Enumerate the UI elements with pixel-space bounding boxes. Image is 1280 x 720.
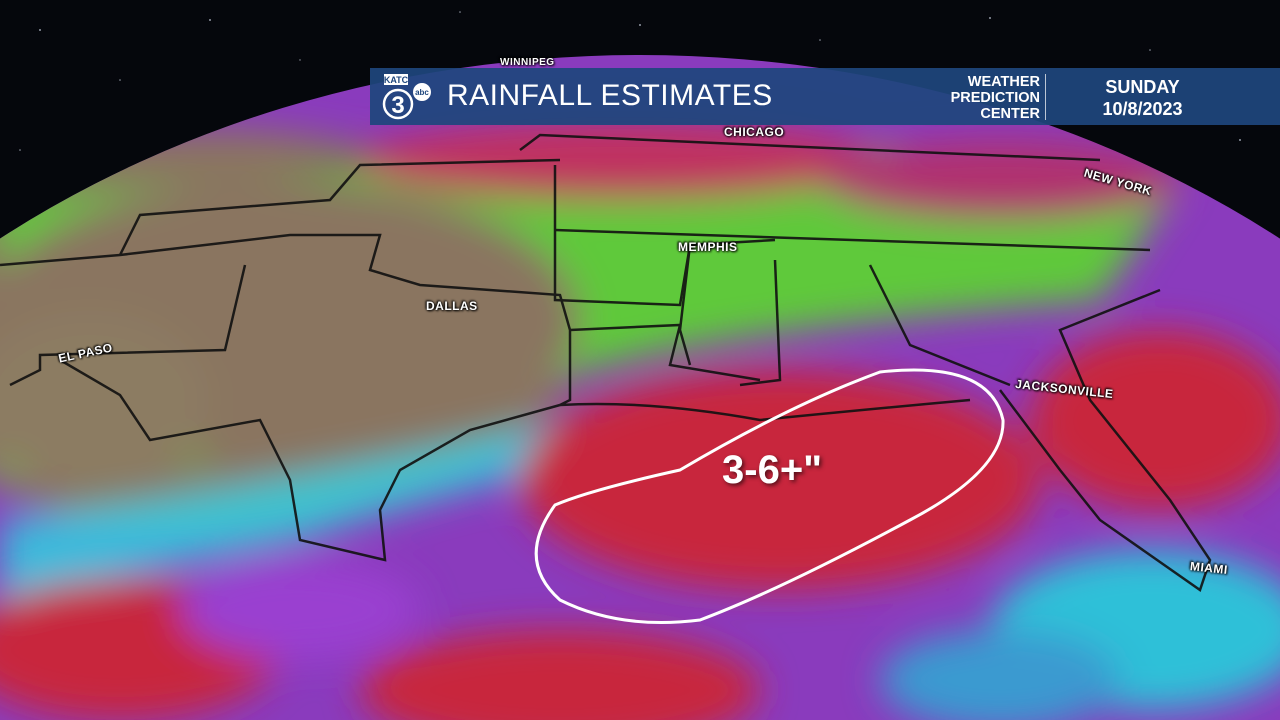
- source-line: WEATHER: [967, 74, 1040, 90]
- svg-text:abc: abc: [415, 88, 429, 97]
- station-logo: KATC 3 abc: [382, 74, 431, 120]
- day-label: SUNDAY: [1105, 77, 1180, 97]
- rainfall-amount-label: 3-6+": [722, 448, 823, 492]
- date-label: 10/8/2023: [1102, 99, 1183, 119]
- page-title: RAINFALL ESTIMATES: [447, 79, 773, 112]
- date-block: SUNDAY 10/8/2023: [1050, 76, 1235, 120]
- city-label-chicago: CHICAGO: [724, 125, 785, 139]
- city-label-memphis: MEMPHIS: [678, 240, 738, 254]
- heavy-rain-outline: [534, 368, 1005, 624]
- source-line: PREDICTION: [950, 90, 1040, 106]
- divider: [1045, 74, 1046, 120]
- city-label-dallas: DALLAS: [426, 299, 478, 313]
- city-label-winnipeg: WINNIPEG: [500, 57, 555, 68]
- state-borders: [0, 133, 1212, 592]
- data-source: WEATHER PREDICTION CENTER: [910, 74, 1040, 122]
- svg-text:KATC: KATC: [384, 75, 409, 85]
- source-line: CENTER: [980, 106, 1040, 122]
- header-banner: KATC 3 abc RAINFALL ESTIMATES WEATHER PR…: [370, 68, 1280, 125]
- svg-text:3: 3: [391, 92, 404, 119]
